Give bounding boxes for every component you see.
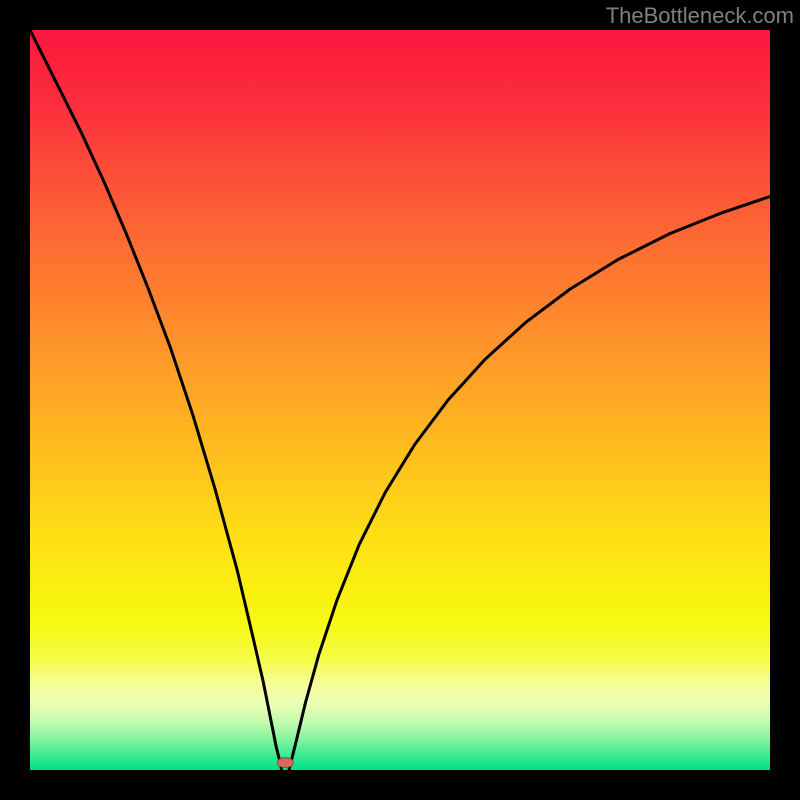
chart-gradient-background [30, 30, 770, 770]
bottleneck-curve-chart [0, 0, 800, 800]
minimum-marker [277, 758, 293, 768]
watermark-text: TheBottleneck.com [606, 0, 800, 29]
chart-container: TheBottleneck.com [0, 0, 800, 800]
plot-area [0, 0, 800, 800]
